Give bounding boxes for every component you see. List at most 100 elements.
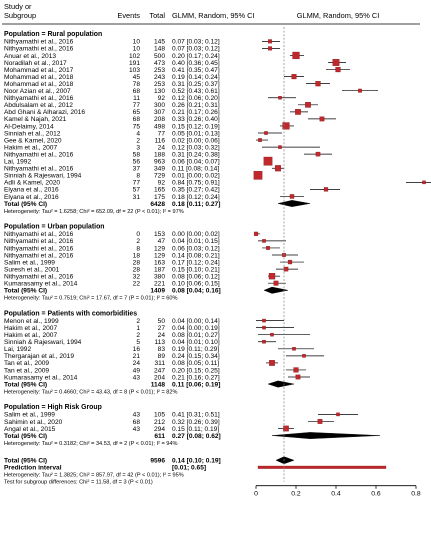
study-total: 311 bbox=[154, 360, 165, 367]
study-name: Salim et al., 1999 bbox=[4, 259, 55, 266]
study-name: Nithyamathi et al., 2016 bbox=[4, 166, 74, 173]
study-events: 57 bbox=[133, 187, 141, 194]
study-name: Mohammad et al., 2018 bbox=[4, 74, 74, 81]
group-heterogeneity: Heterogeneity: Tau² = 0.7519; Chi² = 17.… bbox=[4, 296, 177, 302]
study-events: 102 bbox=[129, 53, 140, 60]
study-ci: 0.04 [0.00; 0.14] bbox=[172, 318, 220, 325]
study-name: Elyana et al., 2016 bbox=[4, 187, 59, 194]
study-name: Lai, 1992 bbox=[4, 346, 31, 353]
study-name: Abdulsalam et al., 2012 bbox=[4, 102, 73, 109]
study-total: 27 bbox=[158, 325, 166, 332]
study-total: 165 bbox=[154, 187, 165, 194]
study-marker bbox=[266, 246, 270, 250]
overall-diamond bbox=[275, 456, 295, 465]
study-events: 10 bbox=[133, 46, 141, 53]
study-ci: 0.08 [0.05; 0.11] bbox=[172, 360, 219, 367]
group-heterogeneity: Heterogeneity: Tau² = 1.6258; Chi² = 652… bbox=[4, 209, 184, 215]
x-axis: 0 0.2 0.4 0.6 0.8 bbox=[254, 485, 421, 498]
study-marker bbox=[292, 347, 296, 351]
header-events: Events bbox=[117, 11, 140, 20]
study-ci: 0.41 [0.31; 0.51] bbox=[172, 412, 220, 419]
study-ci: 0.18 [0.12; 0.24] bbox=[172, 194, 220, 201]
group-title: Population = Patients with comorbidities bbox=[4, 310, 137, 317]
group-total-n: 611 bbox=[154, 433, 165, 440]
study-total: 294 bbox=[154, 426, 165, 433]
study-name: Nithyamathi et al., 2016 bbox=[4, 46, 74, 53]
study-name: Nithyamathi et al., 2016 bbox=[4, 95, 74, 102]
study-marker bbox=[262, 239, 266, 243]
study-total: 498 bbox=[154, 123, 165, 130]
x-tick-label: 0.8 bbox=[411, 491, 421, 498]
study-events: 5 bbox=[136, 339, 140, 346]
study-ci: 0.06 [0.03; 0.12] bbox=[172, 245, 220, 252]
study-name: Menon et al., 1999 bbox=[4, 318, 59, 325]
study-name: Angal et al., 2015 bbox=[4, 426, 56, 433]
study-marker bbox=[253, 231, 259, 236]
group-total-label: Total (95% CI) bbox=[4, 433, 47, 440]
study-total: 130 bbox=[154, 88, 165, 95]
study-name: Sinniah & Rajeswari, 1994 bbox=[4, 339, 82, 346]
study-name: Mohammad et al., 2018 bbox=[4, 81, 74, 88]
study-ci: 0.06 [0.04; 0.07] bbox=[172, 159, 220, 166]
group-total-n: 6428 bbox=[150, 201, 165, 208]
study-name: Suresh et al., 2001 bbox=[4, 266, 60, 273]
study-events: 24 bbox=[133, 360, 141, 367]
study-total: 307 bbox=[154, 109, 165, 116]
overall-heterogeneity: Heterogeneity: Tau² = 1.3825; Chi² = 857… bbox=[4, 473, 184, 479]
study-ci: 0.26 [0.21; 0.31] bbox=[172, 102, 220, 109]
group-total-ci: 0.08 [0.04; 0.16] bbox=[172, 288, 221, 295]
study-ci: 0.15 [0.12; 0.19] bbox=[172, 123, 220, 130]
study-marker bbox=[315, 151, 321, 157]
study-ci: 0.35 [0.27; 0.42] bbox=[172, 187, 220, 194]
study-events: 21 bbox=[133, 353, 141, 360]
study-events: 56 bbox=[133, 159, 141, 166]
study-name: Tan et al., 2009 bbox=[4, 367, 49, 374]
prediction-bar bbox=[257, 465, 387, 469]
study-ci: 0.41 [0.35; 0.47] bbox=[172, 67, 220, 74]
study-events: 32 bbox=[133, 273, 141, 280]
study-events: 31 bbox=[133, 194, 141, 201]
study-ci: 0.01 [0.00; 0.02] bbox=[172, 173, 220, 180]
study-marker bbox=[293, 367, 299, 373]
study-ci: 0.07 [0.03; 0.12] bbox=[172, 39, 220, 46]
study-name: Lai, 1992 bbox=[4, 159, 31, 166]
study-name: Hakim et al., 2007 bbox=[4, 325, 57, 332]
study-ci: 0.14 [0.08; 0.21] bbox=[172, 252, 220, 259]
study-total: 92 bbox=[158, 95, 166, 102]
group-heterogeneity: Heterogeneity: Tau² = 0.3182; Chi² = 34.… bbox=[4, 441, 177, 447]
study-ci: 0.40 [0.36; 0.45] bbox=[172, 60, 220, 67]
study-events: 191 bbox=[129, 60, 140, 67]
study-total: 148 bbox=[154, 46, 165, 53]
study-ci: 0.21 [0.17; 0.26] bbox=[172, 109, 220, 116]
study-marker bbox=[295, 109, 301, 115]
study-total: 243 bbox=[154, 74, 165, 81]
study-events: 28 bbox=[133, 259, 141, 266]
study-marker bbox=[267, 46, 273, 51]
study-ci: 0.08 [0.06; 0.12] bbox=[172, 273, 220, 280]
subgroup-test: Test for subgroup differences: Chi² = 11… bbox=[4, 480, 153, 486]
study-marker bbox=[289, 194, 295, 199]
study-marker bbox=[270, 332, 274, 337]
study-ci: 0.12 [0.06; 0.20] bbox=[172, 95, 220, 102]
study-marker bbox=[317, 419, 323, 424]
study-events: 43 bbox=[133, 412, 141, 419]
study-total: 145 bbox=[154, 39, 165, 46]
study-events: 43 bbox=[133, 426, 141, 433]
study-name: Anuar et al., 2013 bbox=[4, 53, 56, 60]
study-name: Nithyamathi et al., 2016 bbox=[4, 245, 74, 252]
study-total: 221 bbox=[154, 281, 165, 288]
study-marker bbox=[264, 131, 268, 135]
study-name: Nithyamathi et al., 2016 bbox=[4, 39, 74, 46]
study-name: Kumarasamy et al., 2014 bbox=[4, 374, 78, 381]
study-marker bbox=[292, 51, 300, 60]
overall-total-n: 9596 bbox=[150, 458, 165, 465]
study-events: 2 bbox=[136, 318, 140, 325]
overall-total-ci: 0.14 [0.10; 0.19] bbox=[172, 458, 221, 465]
study-events: 10 bbox=[133, 39, 141, 46]
study-name: Salim et al., 1999 bbox=[4, 412, 55, 419]
study-marker bbox=[358, 88, 362, 93]
study-marker bbox=[269, 360, 275, 366]
study-events: 78 bbox=[133, 81, 141, 88]
study-total: 187 bbox=[154, 266, 165, 273]
study-events: 65 bbox=[133, 109, 141, 116]
